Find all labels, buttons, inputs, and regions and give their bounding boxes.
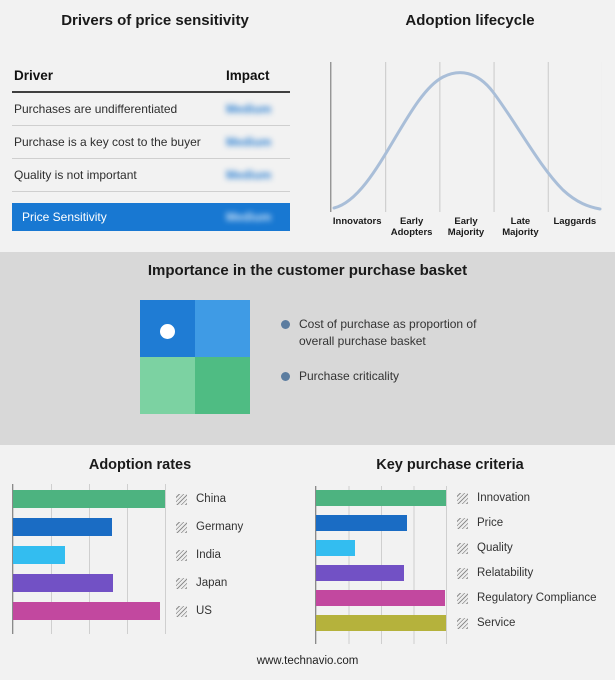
hatched-swatch-icon	[457, 492, 468, 504]
legend-item: Relatability	[457, 565, 597, 581]
footer-url: www.technavio.com	[256, 655, 359, 667]
bar-service	[316, 615, 446, 631]
bar-china	[13, 490, 165, 508]
key-purchase-criteria-title: Key purchase criteria	[376, 457, 524, 473]
bell-curve	[332, 71, 602, 211]
legend-item: Service	[457, 615, 597, 631]
drivers-table-rows: Purchases are undifferentiated Medium Purc…	[12, 93, 290, 192]
matrix-quadrant-2	[140, 357, 195, 414]
hatched-swatch-icon	[176, 521, 187, 533]
adoption-rates-chart	[12, 484, 166, 634]
lifecycle-chart: Innovators Early Adopters Early Majority La…	[330, 62, 602, 239]
legend-label: Relatability	[477, 567, 534, 579]
hatched-swatch-icon	[457, 542, 468, 554]
driver-cell: Purchases are undifferentiated	[14, 102, 178, 116]
basket-legend-item: Cost of purchase as proportion of overal…	[281, 316, 491, 350]
price-sensitivity-impact: Medium	[226, 210, 272, 224]
matrix-position-dot	[160, 324, 175, 339]
lifecycle-stage-label: Late Majority	[502, 216, 539, 239]
legend-item: Price	[457, 515, 597, 531]
lifecycle-stage-label: Laggards	[553, 216, 597, 227]
drivers-title: Drivers of price sensitivity	[61, 12, 249, 29]
hatched-swatch-icon	[457, 592, 468, 604]
legend-item: Innovation	[457, 490, 597, 506]
basket-title: Importance in the customer purchase bask…	[147, 262, 468, 279]
legend-item: Japan	[176, 574, 243, 592]
key-purchase-criteria-chart	[315, 486, 447, 644]
lifecycle-title: Adoption lifecycle	[405, 12, 535, 29]
hatched-swatch-icon	[176, 549, 187, 561]
impact-cell: Medium	[226, 135, 272, 149]
legend-label: Japan	[196, 577, 228, 589]
driver-cell: Quality is not important	[14, 168, 137, 182]
legend-label: China	[196, 493, 227, 505]
column-header-driver: Driver	[14, 68, 54, 83]
lifecycle-stage-labels: Innovators Early Adopters Early Majority La…	[330, 216, 602, 239]
column-header-impact: Impact	[226, 68, 270, 83]
driver-row: Purchase is a key cost to the buyer Mediu…	[12, 126, 290, 159]
hatched-swatch-icon	[176, 605, 187, 617]
lifecycle-stage-label: Early Adopters	[390, 216, 433, 239]
hatched-swatch-icon	[176, 577, 187, 589]
price-sensitivity-row: Price Sensitivity Medium	[12, 203, 290, 231]
bar-japan	[13, 574, 114, 592]
basket-legend-label: Cost of purchase as proportion of overal…	[299, 317, 477, 348]
driver-row: Purchases are undifferentiated Medium	[12, 93, 290, 126]
legend-item: China	[176, 490, 243, 508]
legend-item: Germany	[176, 518, 243, 536]
drivers-table: Driver Impact Purchases are undifferenti…	[12, 64, 290, 231]
bar-india	[13, 546, 65, 564]
legend-label: Innovation	[477, 492, 531, 504]
legend-item: India	[176, 546, 243, 564]
matrix-quadrant-1	[195, 300, 250, 357]
middle-band-background	[0, 252, 615, 445]
bullet-icon	[281, 371, 290, 381]
driver-cell: Purchase is a key cost to the buyer	[14, 135, 201, 149]
bar-regulatory-compliance	[316, 590, 445, 606]
lifecycle-stage-label: Innovators	[332, 216, 382, 227]
legend-label: Quality	[477, 542, 513, 554]
adoption-rates-legend: China Germany India Japan US	[176, 490, 243, 630]
bar-us	[13, 602, 161, 620]
matrix-quadrant-3	[195, 357, 250, 414]
driver-row: Quality is not important Medium	[12, 159, 290, 192]
legend-label: US	[196, 605, 212, 617]
bar-germany	[13, 518, 112, 536]
legend-label: Germany	[196, 521, 244, 533]
bar-innovation	[316, 490, 446, 506]
basket-legend-label: Purchase criticality	[299, 368, 400, 383]
lifecycle-stage-label: Early Majority	[447, 216, 485, 239]
basket-legend: Cost of purchase as proportion of overal…	[281, 316, 491, 402]
lifecycle-plot	[330, 62, 602, 212]
bullet-icon	[281, 320, 290, 329]
legend-label: Price	[477, 517, 504, 529]
hatched-swatch-icon	[457, 617, 468, 629]
bar-quality	[316, 540, 355, 556]
legend-label: India	[196, 549, 221, 561]
legend-label: Regulatory Compliance	[477, 592, 597, 604]
price-sensitivity-label: Price Sensitivity	[22, 210, 107, 224]
impact-cell: Medium	[226, 102, 272, 116]
legend-item: US	[176, 602, 243, 620]
impact-cell: Medium	[226, 168, 272, 182]
bar-price	[316, 515, 407, 531]
drivers-table-header: Driver Impact	[12, 64, 290, 93]
legend-item: Regulatory Compliance	[457, 590, 597, 606]
key-purchase-criteria-legend: Innovation Price Quality Relatability Regula…	[457, 490, 597, 640]
adoption-rates-title: Adoption rates	[88, 457, 192, 473]
hatched-swatch-icon	[176, 493, 187, 505]
legend-item: Quality	[457, 540, 597, 556]
purchase-basket-matrix	[140, 300, 250, 414]
hatched-swatch-icon	[457, 517, 468, 529]
legend-label: Service	[477, 617, 516, 629]
bar-relatability	[316, 565, 405, 581]
hatched-swatch-icon	[457, 567, 468, 579]
basket-legend-item: Purchase criticality	[281, 368, 491, 385]
